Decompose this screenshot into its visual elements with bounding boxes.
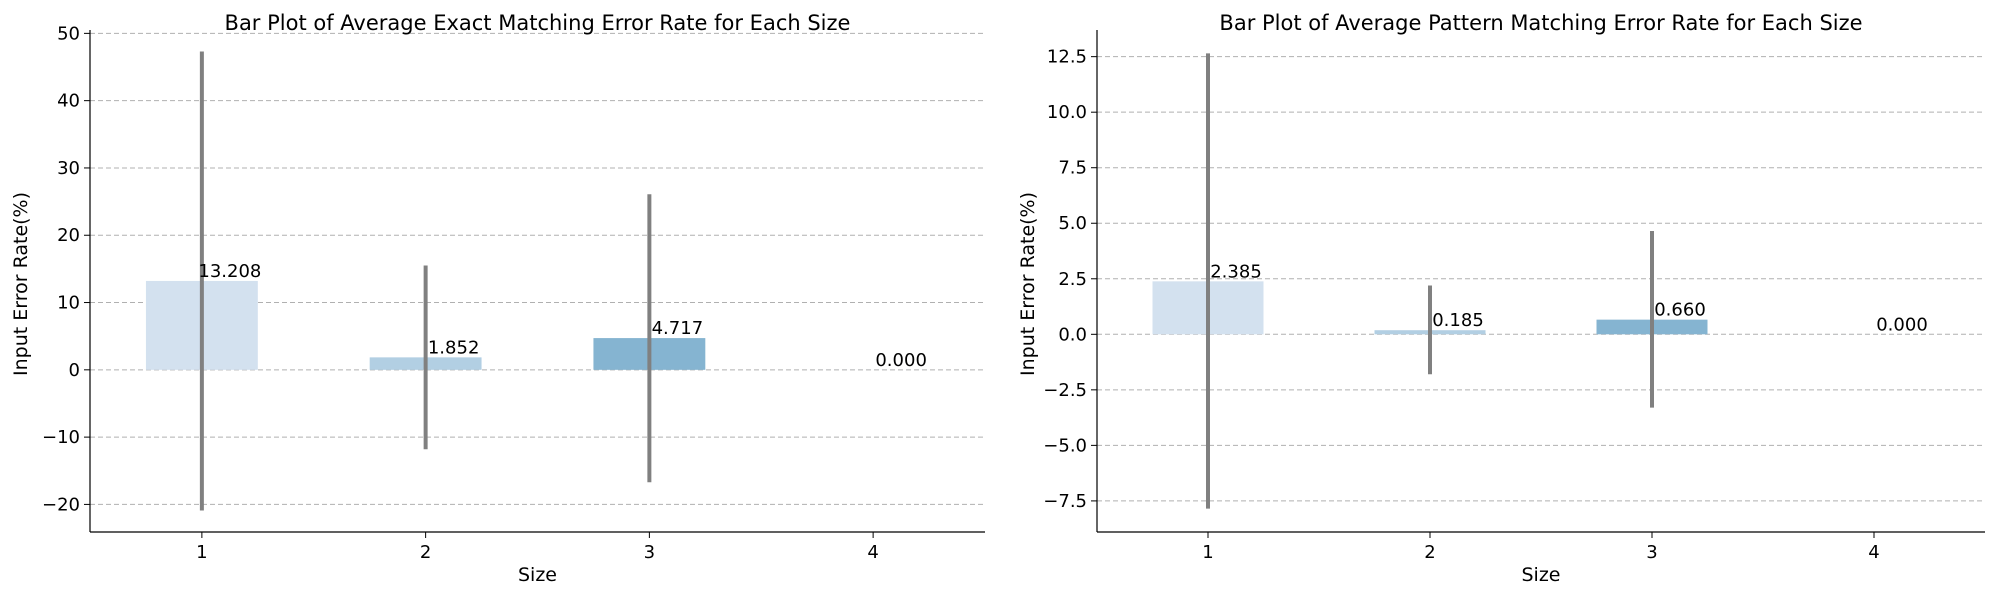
- y-tick-label: 0: [69, 360, 80, 381]
- y-axis-title: Input Error Rate(%): [10, 192, 32, 376]
- y-tick-label: −7.5: [1043, 491, 1087, 512]
- y-tick-label: 7.5: [1058, 158, 1087, 179]
- chart-title: Bar Plot of Average Exact Matching Error…: [225, 11, 851, 35]
- y-tick-label: −20: [42, 494, 80, 515]
- data-label: 1.852: [428, 337, 480, 358]
- y-tick-label: 10.0: [1047, 102, 1087, 123]
- data-label: 0.185: [1432, 310, 1484, 331]
- y-tick-label: −2.5: [1043, 380, 1087, 401]
- y-axis-title: Input Error Rate(%): [1017, 192, 1039, 376]
- y-tick-label: 40: [57, 91, 80, 112]
- data-label: 4.717: [652, 318, 704, 339]
- data-label: 0.660: [1654, 300, 1706, 321]
- x-tick-label: 3: [644, 542, 655, 563]
- data-label: 0.000: [1876, 314, 1928, 335]
- x-tick-label: 4: [867, 542, 878, 563]
- y-tick-label: 12.5: [1047, 47, 1087, 68]
- x-axis-title: Size: [1521, 564, 1560, 586]
- chart-title: Bar Plot of Average Pattern Matching Err…: [1219, 11, 1862, 35]
- y-tick-label: −5.0: [1043, 435, 1087, 456]
- x-tick-label: 1: [1202, 542, 1213, 563]
- data-label: 2.385: [1210, 261, 1262, 282]
- y-tick-label: 5.0: [1058, 213, 1087, 234]
- data-label: 0.000: [875, 350, 927, 371]
- x-tick-label: 1: [196, 542, 207, 563]
- x-tick-label: 4: [1868, 542, 1879, 563]
- y-tick-label: 50: [57, 23, 80, 44]
- y-tick-label: 30: [57, 158, 80, 179]
- x-tick-label: 3: [1646, 542, 1657, 563]
- x-axis-title: Size: [518, 564, 557, 586]
- y-tick-label: 20: [57, 225, 80, 246]
- y-tick-label: −10: [42, 427, 80, 448]
- y-tick-label: 10: [57, 293, 80, 314]
- y-tick-label: 2.5: [1058, 269, 1087, 290]
- x-tick-label: 2: [420, 542, 431, 563]
- y-tick-label: 0.0: [1058, 324, 1087, 345]
- x-tick-label: 2: [1424, 542, 1435, 563]
- chart-pattern-matching: −7.5 −5.0 −2.5 0.0 2.5 5.0 7.5 10.0 12.5 2.385 0.1…: [1017, 11, 1985, 586]
- data-label: 13.208: [198, 261, 261, 282]
- chart-exact-matching: −20 −10 0 10 20 30 40 50 13.208 1.852 4.717 0.000 1 2…: [10, 11, 985, 586]
